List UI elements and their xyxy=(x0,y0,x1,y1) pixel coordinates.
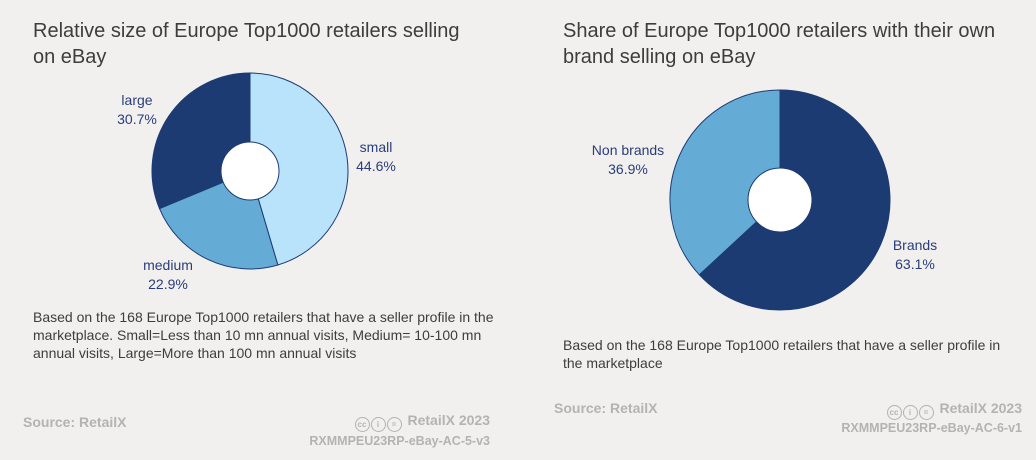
by-icon: i xyxy=(902,405,918,420)
slice-value-label: 30.7% xyxy=(117,111,157,127)
chart-note: Based on the 168 Europe Top1000 retailer… xyxy=(563,337,1001,371)
slice-value-label: 36.9% xyxy=(608,161,648,177)
brand-label: cc i = RetailX 2023 xyxy=(886,400,1023,420)
pie-slice-non-brands xyxy=(669,89,781,276)
donut-hole xyxy=(747,167,813,233)
slice-label: Non brands xyxy=(592,142,664,158)
chart-code: RXMMPEU23RP-eBay-AC-6-v1 xyxy=(841,421,1022,435)
chart-panel-brands: Share of Europe Top1000 retailers with t… xyxy=(518,0,1036,460)
pie-slice-small xyxy=(249,72,349,266)
chart-code: RXMMPEU23RP-eBay-AC-5-v3 xyxy=(309,434,490,448)
cc-icon: cc xyxy=(354,417,370,432)
by-icon: i xyxy=(370,417,386,432)
slice-value-label: 44.6% xyxy=(356,158,396,174)
slice-label: large xyxy=(121,92,152,108)
brand-text: RetailX 2023 xyxy=(939,400,1023,416)
nd-icon: = xyxy=(918,405,934,420)
slice-label: Brands xyxy=(893,237,937,253)
chart-title: Relative size of Europe Top1000 retailer… xyxy=(33,20,460,68)
cc-icon: cc xyxy=(886,405,902,420)
donut-chart-size: small 44.6% medium 22.9% large 30.7% xyxy=(117,72,396,292)
chart-panel-size: Relative size of Europe Top1000 retailer… xyxy=(23,20,494,448)
source-label: Source: RetailX xyxy=(23,414,127,430)
license-icons: cc i = xyxy=(886,405,934,420)
slice-label: medium xyxy=(143,257,193,273)
brand-text: RetailX 2023 xyxy=(407,412,491,428)
donut-hole xyxy=(220,141,280,201)
chart-title: Share of Europe Top1000 retailers with t… xyxy=(563,20,996,68)
slice-label: small xyxy=(360,139,393,155)
nd-icon: = xyxy=(386,417,402,432)
chart-note: Based on the 168 Europe Top1000 retailer… xyxy=(33,309,494,361)
slice-value-label: 22.9% xyxy=(148,276,188,292)
donut-chart-brands: Brands 63.1% Non brands 36.9% xyxy=(592,89,937,311)
license-icons: cc i = xyxy=(354,417,402,432)
slice-value-label: 63.1% xyxy=(895,256,935,272)
source-label: Source: RetailX xyxy=(554,400,658,416)
brand-label: cc i = RetailX 2023 xyxy=(354,412,491,432)
